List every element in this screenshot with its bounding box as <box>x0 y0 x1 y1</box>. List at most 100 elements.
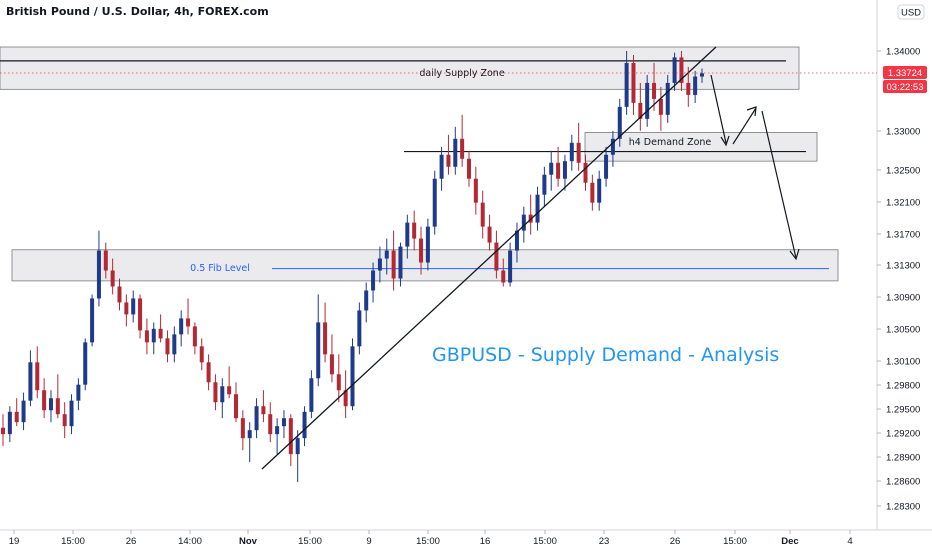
candle-body <box>535 194 540 223</box>
candle-body <box>138 298 143 331</box>
candle-body <box>521 214 526 231</box>
x-tick-label: Nov <box>239 536 258 547</box>
candle-body <box>42 390 47 411</box>
candles-layer <box>1 51 704 483</box>
y-tick-label: 1.30500 <box>886 325 920 336</box>
candle-body <box>302 411 307 439</box>
x-tick-label: 23 <box>599 536 610 547</box>
candle-body <box>28 362 33 401</box>
candle-body <box>275 426 280 435</box>
candle-body <box>377 258 382 271</box>
candle-body <box>446 154 451 167</box>
candle-body <box>569 142 574 162</box>
x-tick-label: 9 <box>366 536 371 547</box>
x-tick-label: 26 <box>670 536 681 547</box>
candle-body <box>234 394 238 419</box>
candle-body <box>658 98 663 115</box>
zone-rect[interactable] <box>584 132 818 162</box>
candle-body <box>556 162 561 179</box>
candle-body <box>103 250 108 271</box>
y-tick-label: 1.29500 <box>886 405 920 416</box>
candle-body <box>665 82 670 115</box>
candle-body <box>261 406 266 415</box>
candle-body <box>21 400 26 423</box>
y-tick-label: 1.30100 <box>886 357 920 368</box>
analysis-title: GBPUSD - Supply Demand - Analysis <box>432 344 779 366</box>
candle-body <box>419 238 424 263</box>
countdown-tag <box>883 80 927 93</box>
current-price-tag <box>883 66 927 79</box>
currency-button[interactable] <box>897 4 925 20</box>
candle-body <box>384 250 389 259</box>
y-tick-label: 1.28900 <box>886 453 920 464</box>
candle-body <box>514 230 519 251</box>
candle-body <box>700 73 704 77</box>
candle-body <box>281 418 286 427</box>
candle-body <box>652 82 657 99</box>
candle-body <box>131 298 136 315</box>
candle-body <box>631 62 636 103</box>
candle-body <box>508 250 513 283</box>
candle-body <box>227 386 232 395</box>
x-tick-label: 4 <box>847 536 852 547</box>
arrow-head-2 <box>746 106 757 117</box>
x-tick-label: 15:00 <box>298 536 322 547</box>
projection-arrow-up[interactable] <box>732 107 757 145</box>
x-tick-label: 19 <box>9 536 20 547</box>
candle-body <box>583 162 588 183</box>
y-tick-label: 1.34000 <box>886 47 920 58</box>
x-tick-label: 15:00 <box>723 536 747 547</box>
candle-body <box>1 427 5 435</box>
candle-body <box>254 406 259 431</box>
candle-body <box>686 82 691 95</box>
y-tick-label: 1.29200 <box>886 429 920 440</box>
candle-body <box>439 154 444 179</box>
candle-body <box>542 174 547 195</box>
candle-body <box>240 418 245 439</box>
zone-label: 0.5 Fib Level <box>190 263 250 274</box>
arrow-head-3 <box>789 248 800 261</box>
arrow-head-1 <box>720 135 730 147</box>
candle-body <box>110 270 115 287</box>
projection-arrow-down-2[interactable] <box>761 110 797 259</box>
candle-body <box>90 298 95 343</box>
y-axis-ticks: 1.34000 1.33000 1.32500 1.32100 1.31700 1.313… <box>877 47 920 513</box>
candle-body <box>158 328 163 339</box>
x-tick-label: 16 <box>480 536 491 547</box>
candle-body <box>329 354 334 375</box>
candle-body <box>124 302 129 315</box>
candle-body <box>83 342 88 385</box>
zone-rect[interactable] <box>0 46 800 90</box>
candle-body <box>604 154 609 179</box>
y-tick-label: 1.29800 <box>886 381 920 392</box>
candle-body <box>672 57 677 83</box>
candle-body <box>295 438 300 455</box>
candle-body <box>309 378 314 412</box>
y-tick-label: 1.33000 <box>886 127 920 138</box>
y-tick-label: 1.32100 <box>886 198 920 209</box>
projection-arrow-down-1[interactable] <box>710 74 727 144</box>
candle-body <box>288 418 293 455</box>
candle-body <box>213 382 218 403</box>
zone-rect[interactable] <box>11 249 839 282</box>
candle-body <box>391 250 396 279</box>
candle-body <box>14 411 19 423</box>
ascending-trendline[interactable] <box>261 46 717 470</box>
candle-body <box>76 384 81 401</box>
candle-body <box>398 246 403 279</box>
candle-body <box>220 386 225 403</box>
candle-body <box>487 226 492 243</box>
candle-body <box>35 362 40 391</box>
candle-body <box>336 374 341 391</box>
zone-label: daily Supply Zone <box>419 68 505 79</box>
candle-body <box>7 411 12 435</box>
candle-body <box>165 338 170 355</box>
currency-label: USD <box>901 8 921 19</box>
candle-body <box>69 400 74 427</box>
y-tick-label: 1.31700 <box>886 230 920 241</box>
candle-body <box>453 138 458 167</box>
candle-body <box>350 346 355 407</box>
